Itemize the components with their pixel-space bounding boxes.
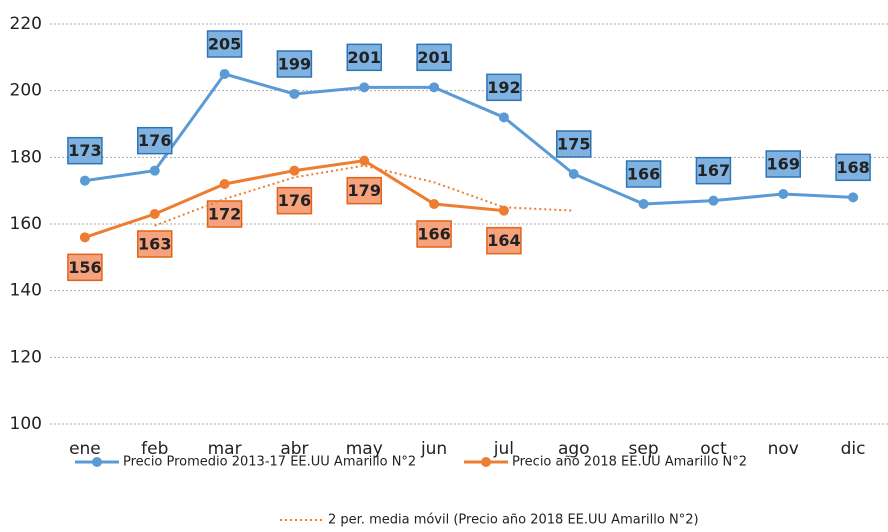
x-tick-label: nov xyxy=(768,439,799,459)
data-label: 176 xyxy=(278,191,311,210)
x-tick-label: may xyxy=(346,439,383,459)
data-label: 201 xyxy=(348,48,381,67)
point xyxy=(708,195,719,206)
x-tick-label: jul xyxy=(493,439,514,459)
data-label: 205 xyxy=(208,35,241,54)
data-label-box xyxy=(835,153,871,182)
data-label-box xyxy=(416,220,452,248)
y-tick-label: 120 xyxy=(10,347,42,367)
y-tick-label: 180 xyxy=(10,147,42,167)
data-label-box xyxy=(346,43,382,72)
data-label: 192 xyxy=(487,78,520,97)
point xyxy=(79,232,90,243)
data-label: 175 xyxy=(557,135,590,154)
data-label: 168 xyxy=(836,158,869,177)
data-label-box xyxy=(625,160,662,188)
data-label-box xyxy=(206,200,243,228)
data-label: 166 xyxy=(417,225,450,244)
y-tick-label: 200 xyxy=(10,81,42,101)
x-tick-label: oct xyxy=(700,439,727,459)
series-line xyxy=(84,72,854,206)
point xyxy=(359,155,370,166)
legend-label: Precio año 2018 EE.UU Amarillo N°2 xyxy=(512,455,747,470)
data-label-box xyxy=(765,150,801,178)
data-label: 199 xyxy=(278,55,311,74)
data-label-box xyxy=(346,176,382,205)
x-tick-label: mar xyxy=(208,439,242,459)
point xyxy=(429,82,440,93)
x-tick-label: jun xyxy=(420,439,447,459)
data-label-box xyxy=(67,253,103,282)
legend-marker xyxy=(481,457,491,467)
data-label-box xyxy=(137,230,173,258)
y-tick-label: 100 xyxy=(10,414,42,434)
x-tick-label: dic xyxy=(841,439,866,459)
data-label: 164 xyxy=(487,231,520,250)
legend-marker xyxy=(92,457,102,467)
data-label-box xyxy=(276,186,313,215)
data-label-box xyxy=(67,136,103,165)
point xyxy=(568,169,579,179)
point xyxy=(289,89,300,99)
x-tick-label: abr xyxy=(280,439,308,459)
data-label-box xyxy=(416,43,452,72)
y-tick-label: 160 xyxy=(10,214,42,234)
data-label: 173 xyxy=(68,141,101,160)
data-label-box xyxy=(486,73,522,102)
y-tick-label: 140 xyxy=(10,281,42,301)
point xyxy=(498,112,509,123)
data-label: 176 xyxy=(138,131,171,150)
data-label: 172 xyxy=(208,205,241,224)
data-label-box xyxy=(556,130,592,158)
data-label: 156 xyxy=(68,258,101,277)
point xyxy=(359,82,370,93)
data-label-box xyxy=(695,156,732,185)
point xyxy=(429,199,440,209)
point xyxy=(289,165,300,176)
point xyxy=(219,179,230,189)
point xyxy=(848,192,859,203)
point xyxy=(638,199,649,209)
point xyxy=(219,69,230,79)
data-label: 166 xyxy=(627,165,660,184)
x-tick-label: ago xyxy=(558,439,590,459)
data-label: 167 xyxy=(697,161,730,180)
x-tick-label: sep xyxy=(629,439,659,459)
data-label: 163 xyxy=(138,235,171,254)
legend-label: Precio Promedio 2013-17 EE.UU Amarillo N… xyxy=(123,455,416,470)
data-label-box xyxy=(486,226,522,255)
data-label: 179 xyxy=(348,181,381,200)
point xyxy=(498,205,509,216)
legend-label: 2 per. media móvil (Precio año 2018 EE.U… xyxy=(328,513,699,528)
data-label-box xyxy=(206,30,243,58)
point xyxy=(79,175,90,186)
point xyxy=(149,209,160,219)
data-label-box xyxy=(276,50,313,78)
x-tick-label: ene xyxy=(69,439,101,459)
data-label: 169 xyxy=(767,155,800,174)
y-tick-label: 220 xyxy=(10,14,42,34)
x-tick-label: feb xyxy=(141,439,168,459)
data-label-box xyxy=(137,126,173,155)
data-label: 201 xyxy=(417,48,450,67)
point xyxy=(149,165,160,176)
point xyxy=(778,189,789,199)
